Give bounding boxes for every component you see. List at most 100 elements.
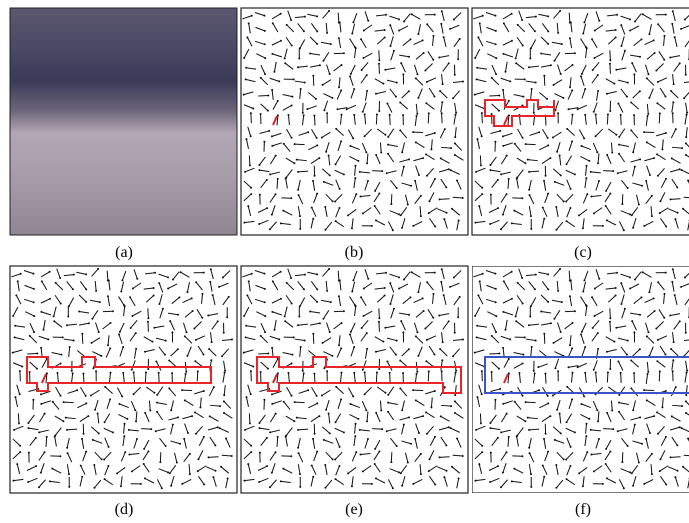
needle-head (122, 372, 124, 374)
needle-head (540, 311, 542, 313)
needle-head (19, 451, 21, 453)
needle-head (663, 35, 665, 37)
needle-head (402, 331, 404, 333)
needle-head (646, 335, 648, 337)
needle-head (528, 189, 530, 191)
needle-head (223, 394, 225, 396)
needle-head (220, 466, 222, 468)
needle-head (477, 294, 479, 296)
needle (249, 155, 250, 165)
needle-head (426, 339, 428, 341)
needle-head (557, 112, 559, 114)
needle-head (530, 473, 532, 475)
needle-head (362, 212, 364, 214)
needle-head (176, 461, 178, 463)
needle-head (186, 291, 188, 293)
needle-head (495, 301, 497, 303)
needle-head (340, 398, 342, 400)
needle-head (592, 69, 594, 71)
needle-head (426, 433, 428, 435)
needle-head (681, 147, 683, 149)
needle-head (109, 347, 111, 349)
needle-head (443, 36, 445, 38)
needle-head (396, 187, 398, 189)
needle-head (273, 71, 275, 73)
needle-head (385, 272, 387, 274)
needle-head (311, 207, 313, 209)
needle-head (318, 157, 320, 159)
needle-head (159, 461, 161, 463)
needle-head (298, 194, 300, 196)
needle-head (569, 37, 571, 39)
needle-head (624, 308, 626, 310)
needle-head (264, 57, 266, 59)
needle (390, 373, 391, 383)
needle-head (665, 353, 667, 355)
needle-head (387, 136, 389, 138)
needle-head (598, 278, 600, 280)
needle-head (444, 128, 446, 130)
needle-head (203, 390, 205, 392)
needle-head (311, 465, 313, 467)
needle-head (446, 212, 448, 214)
needle-head (158, 372, 160, 374)
needle-head (387, 402, 389, 404)
needle-head (502, 311, 504, 313)
needle-head (203, 436, 205, 438)
needle-head (574, 431, 576, 433)
needle-head (665, 484, 667, 486)
needle-head (219, 427, 221, 429)
needle-head (134, 409, 136, 411)
needle-head (494, 399, 496, 401)
needle-head (164, 354, 166, 356)
needle-head (574, 173, 576, 175)
needle-head (508, 372, 510, 374)
needle-head (118, 333, 120, 335)
needle-head (566, 220, 568, 222)
needle-head (597, 90, 599, 92)
needle-head (428, 200, 430, 202)
needle-head (508, 358, 510, 360)
needle-head (490, 452, 492, 454)
needle-head (571, 322, 573, 324)
needle-head (439, 198, 441, 200)
needle-head (672, 370, 674, 372)
needle-head (278, 338, 280, 340)
needle-head (417, 291, 419, 293)
needle-head (378, 451, 380, 453)
needle-head (109, 372, 111, 374)
needle-head (297, 429, 299, 431)
needle-head (659, 112, 661, 114)
needle-head (643, 225, 645, 227)
needle-head (639, 56, 641, 58)
needle-head (557, 32, 559, 34)
needle-head (309, 311, 311, 313)
needle-head (441, 10, 443, 12)
needle-head (147, 321, 149, 323)
needle-head (275, 413, 277, 415)
needle-head (258, 164, 260, 166)
needle-head (384, 287, 386, 289)
needle-head (535, 81, 537, 83)
needle-head (359, 196, 361, 198)
needle-head (439, 90, 441, 92)
needle-head (378, 59, 380, 61)
needle-head (542, 207, 544, 209)
needle-head (300, 346, 302, 348)
needle-head (375, 477, 377, 479)
needle-head (674, 476, 676, 478)
needle-head (97, 412, 99, 414)
needle-head (267, 352, 269, 354)
needle-head (524, 336, 526, 338)
needle-head (378, 63, 380, 65)
needle-head (656, 411, 658, 413)
needle-head (189, 473, 191, 475)
needle-head (502, 53, 504, 55)
needle-head (659, 212, 661, 214)
needle-head (36, 352, 38, 354)
needle-head (366, 420, 368, 422)
needle-head (375, 93, 377, 95)
needle-head (454, 74, 456, 76)
needle-head (627, 445, 629, 447)
needle-head (425, 360, 427, 362)
